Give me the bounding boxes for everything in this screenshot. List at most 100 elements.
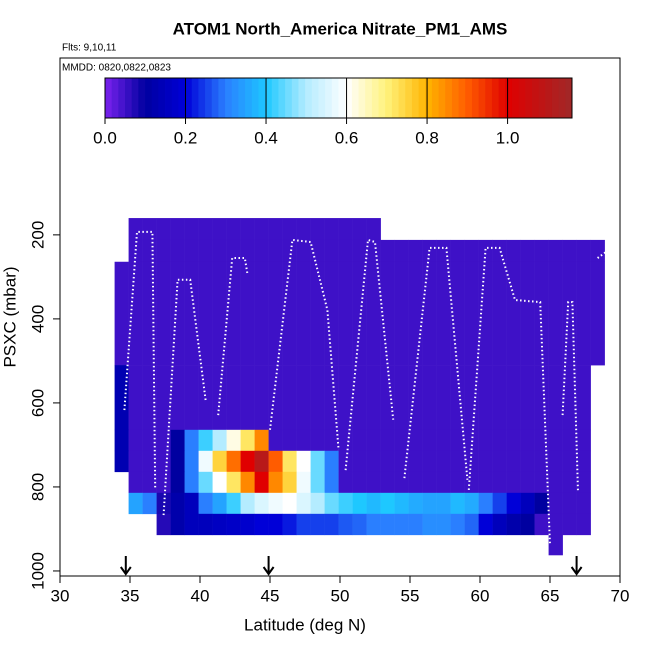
heatmap-cell xyxy=(464,513,479,536)
colorbar-tick-label: 1.0 xyxy=(496,128,520,147)
heatmap-cell xyxy=(170,429,185,452)
heatmap-cell xyxy=(450,239,465,263)
colorbar-swatch xyxy=(238,78,246,118)
heatmap-cell xyxy=(296,471,311,494)
heatmap-cell xyxy=(254,450,269,473)
heatmap-cell xyxy=(380,513,395,536)
colorbar-swatch xyxy=(365,78,373,118)
heatmap-cell xyxy=(324,365,339,431)
heatmap-cell xyxy=(492,365,507,431)
colorbar-swatch xyxy=(318,78,326,118)
heatmap-cell xyxy=(198,218,213,241)
heatmap-cell xyxy=(590,261,605,366)
heatmap-cell xyxy=(240,450,255,473)
heatmap-cell xyxy=(170,513,185,536)
heatmap-cell xyxy=(226,471,241,494)
heatmap-cell xyxy=(282,513,297,536)
heatmap-cell xyxy=(128,365,143,431)
heatmap-cell xyxy=(394,429,409,452)
heatmap-cell xyxy=(548,429,563,452)
heatmap-cell xyxy=(128,492,143,515)
heatmap-cell xyxy=(506,513,521,536)
colorbar-swatch xyxy=(458,78,466,118)
heatmap-cell xyxy=(156,492,171,515)
colorbar-swatch xyxy=(345,78,353,118)
heatmap-cell xyxy=(114,450,129,473)
colorbar-swatch xyxy=(198,78,206,118)
colorbar-swatch xyxy=(498,78,506,118)
heatmap-cell xyxy=(464,492,479,515)
heatmap-cell xyxy=(170,261,185,366)
colorbar-swatch xyxy=(351,78,359,118)
x-tick-label: 50 xyxy=(331,586,350,605)
heatmap-cell xyxy=(450,492,465,515)
heatmap-cell xyxy=(548,450,563,473)
colorbar-swatch xyxy=(391,78,399,118)
heatmap-cell xyxy=(282,471,297,494)
heatmap-cell xyxy=(380,261,395,366)
heatmap-cell xyxy=(352,471,367,494)
heatmap-cell xyxy=(212,450,227,473)
heatmap-cell xyxy=(478,492,493,515)
heatmap-cell xyxy=(548,492,563,515)
colorbar-swatch xyxy=(178,78,186,118)
colorbar-swatch xyxy=(558,78,566,118)
x-tick-label: 65 xyxy=(541,586,560,605)
heatmap-cell xyxy=(198,365,213,431)
heatmap-cell xyxy=(492,471,507,494)
arrow xyxy=(262,556,275,576)
heatmap-cell xyxy=(548,261,563,366)
heatmap-cell xyxy=(450,261,465,366)
heatmap-cell xyxy=(338,365,353,431)
heatmap-cell xyxy=(394,261,409,366)
y-tick-label: 800 xyxy=(28,473,47,501)
heatmap-cell xyxy=(562,429,577,452)
colorbar-swatch xyxy=(325,78,333,118)
heatmap-cell xyxy=(198,450,213,473)
y-tick-label: 400 xyxy=(28,305,47,333)
heatmap-cell xyxy=(310,429,325,452)
heatmap-cell xyxy=(156,471,171,494)
arrow xyxy=(570,556,583,576)
colorbar-swatch xyxy=(105,78,113,118)
heatmap-cell xyxy=(464,471,479,494)
heatmap-cell xyxy=(324,492,339,515)
heatmap-cell xyxy=(212,365,227,431)
heatmap-cell xyxy=(142,261,157,366)
heatmap-cell xyxy=(464,365,479,431)
y-tick-label: 200 xyxy=(28,221,47,249)
heatmap-cell xyxy=(170,492,185,515)
heatmap-cell xyxy=(156,365,171,431)
x-tick-label: 55 xyxy=(401,586,420,605)
colorbar-swatch xyxy=(438,78,446,118)
heatmap-cell xyxy=(254,218,269,241)
heatmap-cell xyxy=(562,261,577,366)
heatmap-cell xyxy=(226,218,241,241)
colorbar-swatch xyxy=(478,78,486,118)
heatmap-cell xyxy=(534,365,549,431)
heatmap-cell xyxy=(156,513,171,536)
heatmap-cell xyxy=(422,513,437,536)
heatmap-cell xyxy=(268,239,283,263)
heatmap-cell xyxy=(478,429,493,452)
colorbar-swatch xyxy=(165,78,173,118)
colorbar-swatch xyxy=(231,78,239,118)
colorbar-swatch xyxy=(111,78,119,118)
heatmap-cell xyxy=(366,365,381,431)
heatmap-cell xyxy=(352,429,367,452)
heatmap-cell xyxy=(296,429,311,452)
heatmap-cell xyxy=(254,365,269,431)
heatmap-cell xyxy=(478,261,493,366)
heatmap-cell xyxy=(184,365,199,431)
heatmap-cell xyxy=(506,471,521,494)
heatmap-cell xyxy=(128,261,143,366)
heatmap-cell xyxy=(296,450,311,473)
heatmap-cell xyxy=(506,365,521,431)
heatmap-cell xyxy=(394,365,409,431)
colorbar-swatch xyxy=(411,78,419,118)
colorbar-swatch xyxy=(305,78,313,118)
heatmap-cell xyxy=(282,365,297,431)
colorbar-swatch xyxy=(418,78,426,118)
heatmap-cell xyxy=(506,429,521,452)
